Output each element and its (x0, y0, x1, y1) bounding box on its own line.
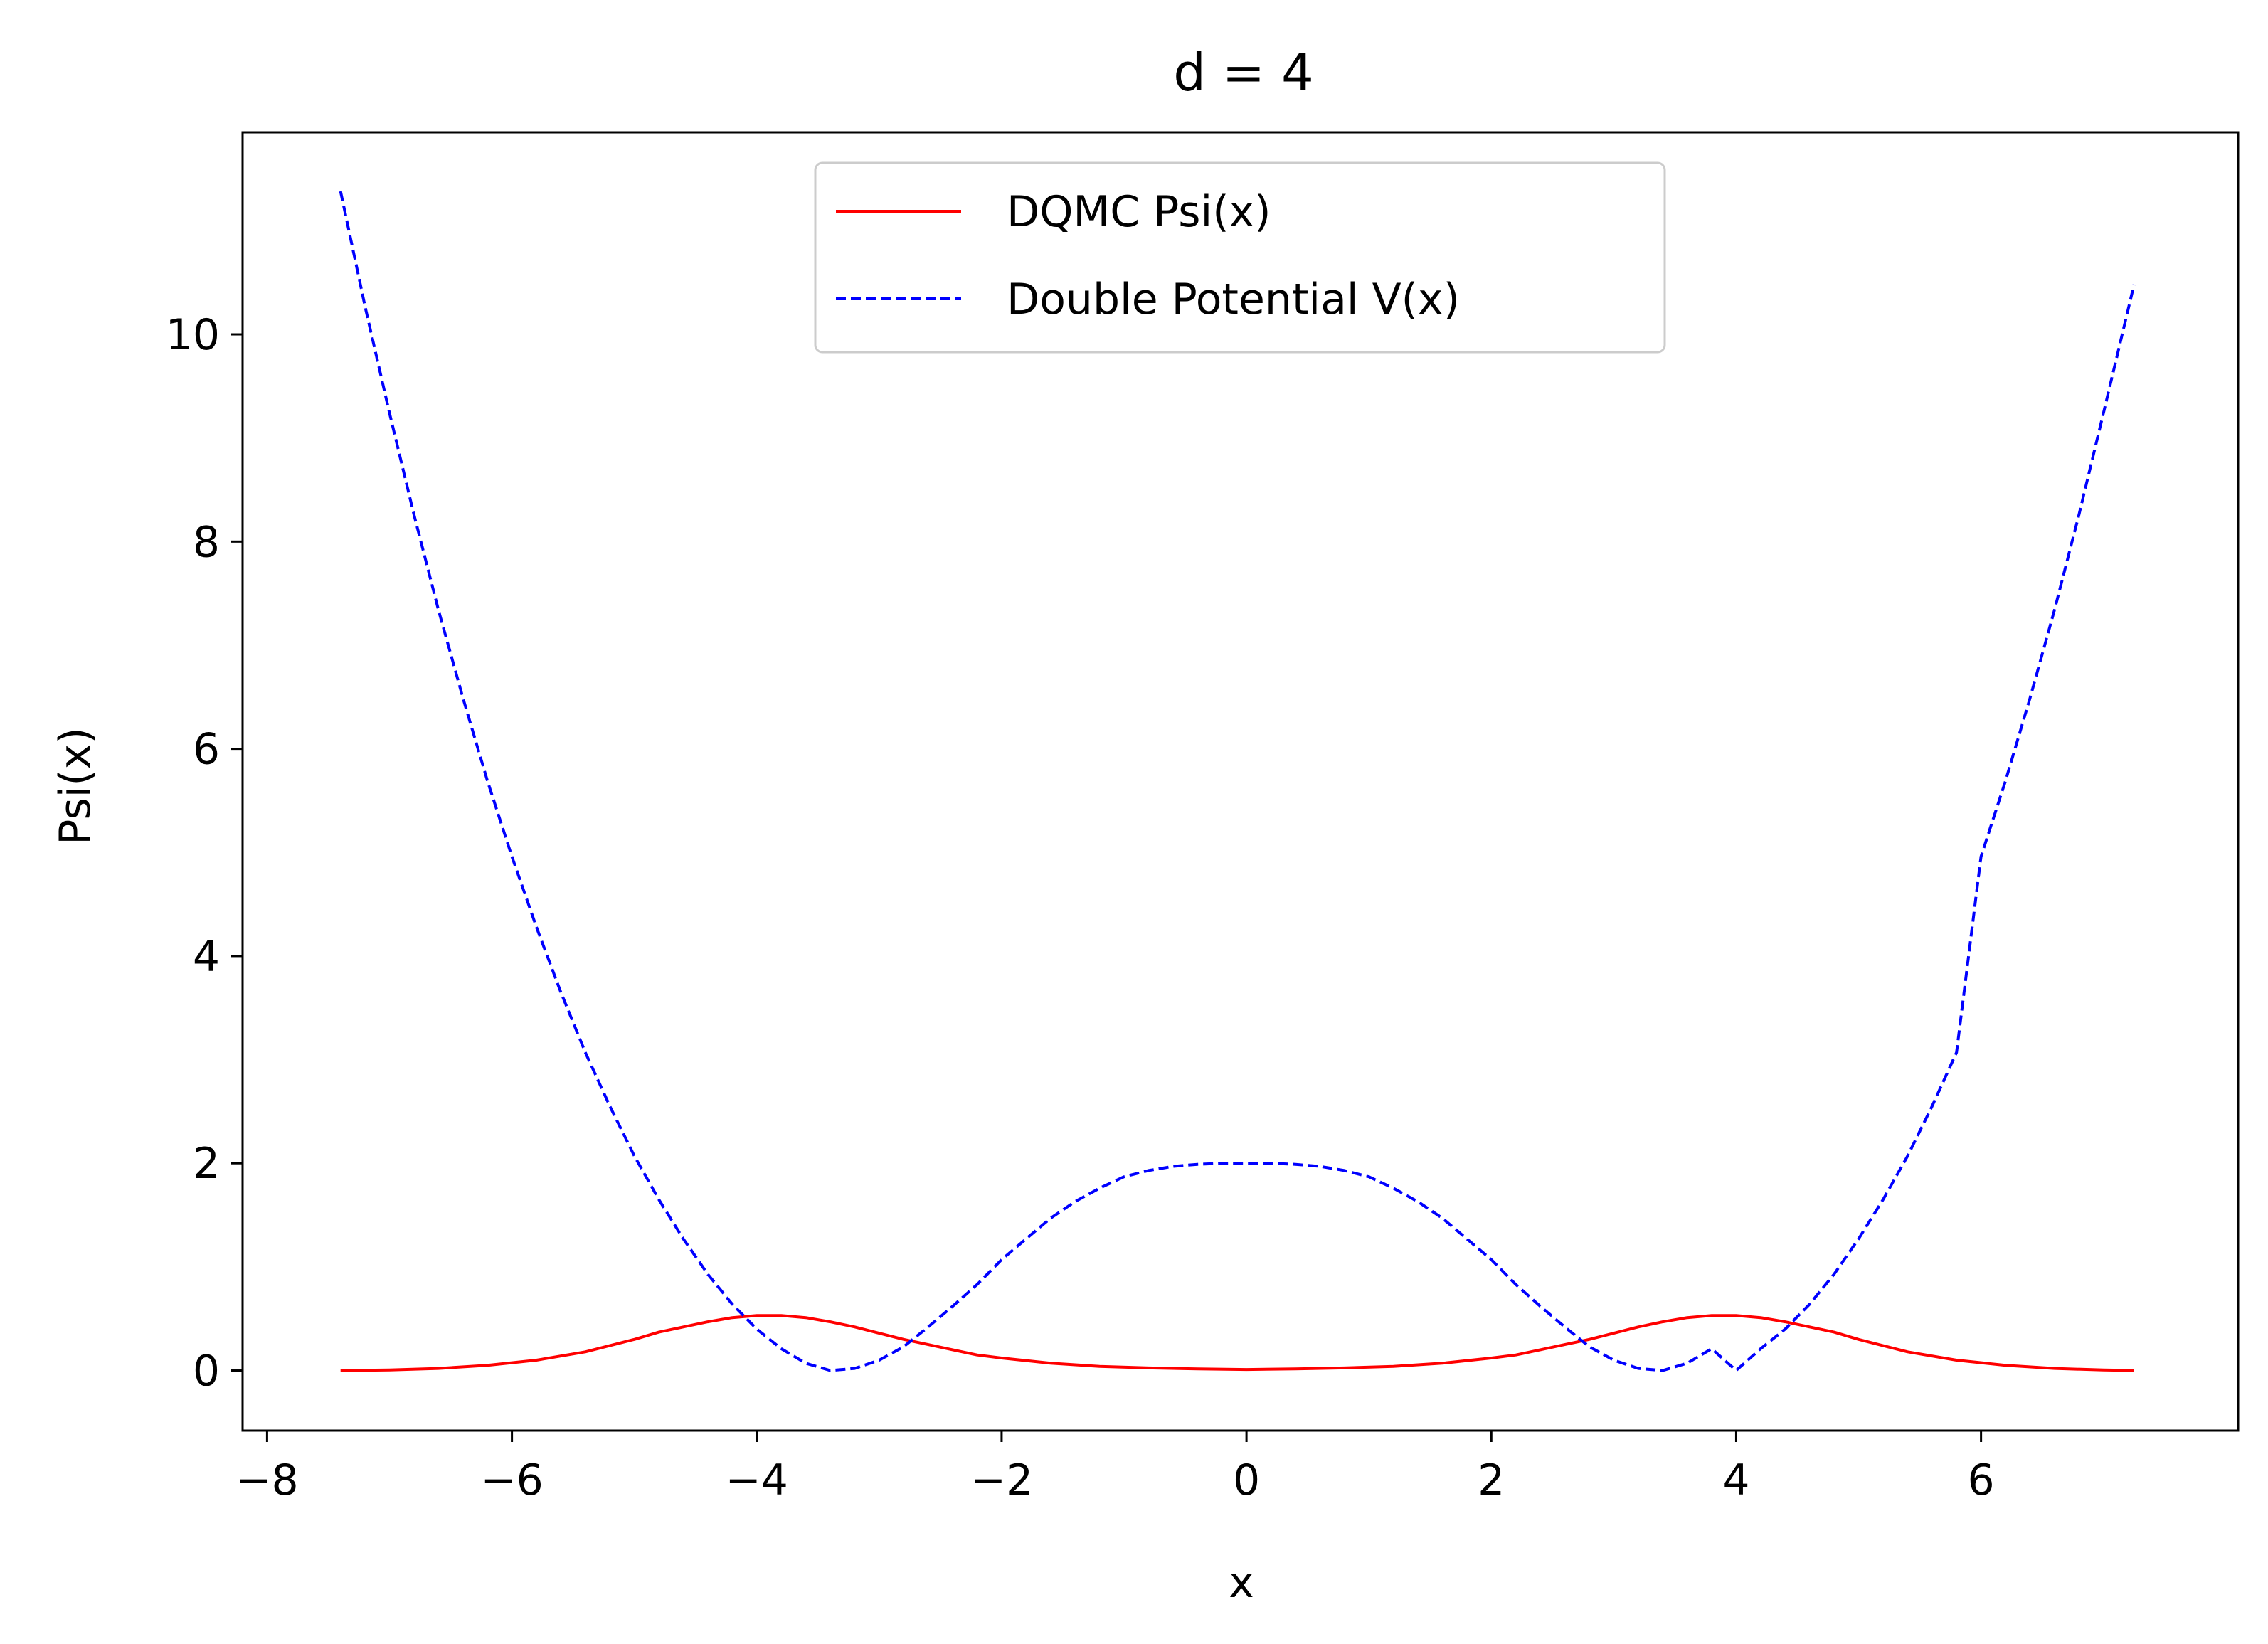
legend: DQMC Psi(x) Double Potential V(x) (814, 161, 1666, 354)
x-tick-label: −8 (235, 1455, 298, 1505)
y-tick-label: 2 (193, 1139, 220, 1189)
series-line-1 (339, 191, 2136, 1372)
legend-label-potential: Double Potential V(x) (1007, 275, 1460, 324)
x-tick-label: 0 (1233, 1455, 1260, 1505)
x-tick-label: −2 (970, 1455, 1033, 1505)
series-layer (339, 191, 2136, 1372)
y-tick-label: 6 (193, 725, 220, 775)
chart-title: d = 4 (1173, 43, 1314, 102)
y-axis-label: Psi(x) (51, 727, 100, 844)
series-line-0 (340, 1314, 2134, 1372)
plot-area (241, 131, 2240, 1432)
x-tick-label: 2 (1478, 1455, 1505, 1505)
y-tick-label: 0 (193, 1347, 220, 1396)
x-tick-label: 4 (1722, 1455, 1749, 1505)
x-tick-label: −6 (480, 1455, 543, 1505)
y-tick-label: 8 (193, 517, 220, 567)
x-axis: −8 −6 −4 −2 0 2 4 6 (235, 1431, 1995, 1505)
legend-label-dqmc: DQMC Psi(x) (1007, 187, 1271, 237)
plot-frame (241, 131, 2240, 1432)
y-tick-label: 4 (193, 932, 220, 982)
x-axis-label: x (1229, 1558, 1254, 1608)
y-tick-label: 10 (166, 310, 220, 360)
x-tick-label: 6 (1968, 1455, 1995, 1505)
legend-box (814, 161, 1666, 354)
x-tick-label: −4 (726, 1455, 788, 1505)
y-axis: 0 2 4 6 8 10 (166, 310, 243, 1396)
